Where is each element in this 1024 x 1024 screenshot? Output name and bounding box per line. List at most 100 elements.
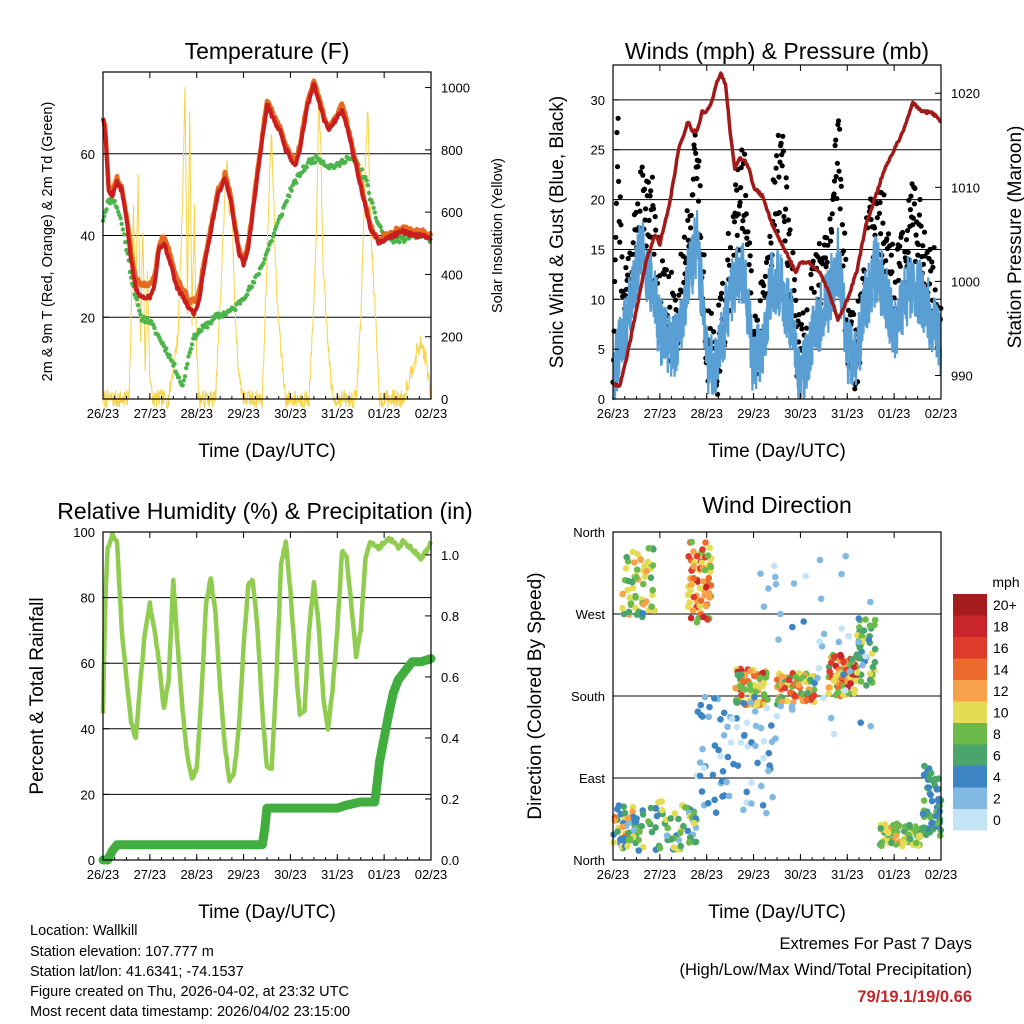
direction-point bbox=[848, 656, 856, 663]
dewpoint-point bbox=[121, 232, 127, 237]
gust-point bbox=[829, 229, 835, 235]
gust-point bbox=[616, 178, 622, 184]
y-right-tick-label: 990 bbox=[951, 368, 973, 383]
direction-point bbox=[727, 739, 735, 746]
gust-point bbox=[745, 229, 751, 235]
dewpoint-point bbox=[321, 159, 326, 164]
x-tick-label: 29/23 bbox=[737, 406, 770, 421]
direction-point bbox=[632, 594, 639, 601]
direction-point bbox=[705, 574, 713, 582]
gust-point bbox=[808, 285, 815, 291]
gust-point bbox=[792, 277, 798, 283]
gust-point bbox=[640, 172, 646, 178]
gust-point bbox=[642, 217, 648, 223]
gust-point bbox=[815, 254, 821, 260]
x-tick-label: 26/23 bbox=[597, 867, 630, 882]
dewpoint-point bbox=[337, 163, 342, 168]
dewpoint-point bbox=[205, 325, 210, 330]
direction-point bbox=[629, 584, 637, 592]
gust-point bbox=[835, 118, 842, 124]
y-tick-label: 15 bbox=[591, 242, 605, 257]
gust-point bbox=[905, 249, 911, 255]
gust-point bbox=[776, 174, 782, 180]
dewpoint-point bbox=[391, 240, 396, 245]
direction-point bbox=[615, 802, 623, 809]
gust-point bbox=[897, 243, 903, 249]
gust-point bbox=[637, 208, 643, 214]
y-right-tick-label: 1000 bbox=[951, 274, 980, 289]
direction-point bbox=[920, 797, 928, 804]
gust-point bbox=[635, 201, 641, 207]
gust-point bbox=[916, 212, 923, 218]
x-tick-label: 27/23 bbox=[644, 867, 677, 882]
direction-point bbox=[736, 682, 744, 690]
direction-point bbox=[728, 715, 736, 723]
direction-point bbox=[837, 653, 845, 661]
direction-point bbox=[697, 701, 705, 709]
direction-point bbox=[820, 630, 828, 638]
extremes-subtitle: (High/Low/Max Wind/Total Precipitation) bbox=[679, 961, 972, 979]
dewpoint-point bbox=[364, 178, 369, 183]
direction-point bbox=[619, 823, 626, 831]
direction-point bbox=[698, 788, 706, 795]
dewpoint-point bbox=[151, 322, 156, 327]
direction-point bbox=[675, 836, 683, 844]
gust-point bbox=[838, 183, 844, 189]
direction-point bbox=[640, 580, 647, 588]
dewpoint-point bbox=[233, 307, 238, 313]
y-right-tick-label: 800 bbox=[441, 143, 463, 158]
gust-point bbox=[876, 210, 883, 216]
gust-point bbox=[639, 164, 645, 170]
gust-point bbox=[836, 168, 842, 174]
direction-point bbox=[935, 797, 942, 805]
gust-point bbox=[798, 321, 805, 327]
gust-point bbox=[846, 307, 852, 313]
direction-point bbox=[641, 562, 648, 570]
direction-point bbox=[697, 711, 705, 719]
dewpoint-point bbox=[167, 353, 172, 358]
direction-point bbox=[770, 562, 778, 570]
gust-point bbox=[684, 208, 690, 214]
direction-point bbox=[832, 672, 840, 680]
direction-point bbox=[783, 697, 791, 705]
x-tick-label: 29/23 bbox=[227, 867, 260, 882]
direction-point bbox=[693, 618, 701, 626]
y-tick-label: South bbox=[571, 689, 605, 704]
direction-point bbox=[856, 644, 864, 652]
winds-pressure-panel: Winds (mph) & Pressure (mb) 26/23 27/23 28/… bbox=[547, 38, 1024, 462]
gust-point bbox=[793, 297, 799, 303]
direction-point bbox=[871, 645, 879, 653]
direction-point bbox=[772, 573, 779, 581]
direction-point bbox=[842, 687, 849, 694]
gust-point bbox=[828, 238, 834, 244]
gust-point bbox=[930, 264, 936, 270]
direction-point bbox=[699, 578, 707, 585]
y-tick-label: 25 bbox=[591, 143, 605, 158]
gust-point bbox=[773, 165, 779, 171]
gust-point bbox=[823, 264, 829, 270]
series-solar-insolation bbox=[102, 86, 432, 410]
gust-point bbox=[647, 193, 653, 199]
gust-point bbox=[838, 176, 844, 182]
x-tick-label: 26/23 bbox=[87, 867, 120, 882]
gust-point bbox=[912, 185, 918, 191]
direction-point bbox=[682, 804, 689, 811]
direction-point bbox=[936, 832, 944, 839]
gust-point bbox=[738, 165, 744, 171]
dewpoint-point bbox=[135, 303, 141, 308]
y-right-tick-label: 200 bbox=[441, 330, 463, 345]
gust-point bbox=[653, 227, 659, 233]
gust-point bbox=[910, 215, 916, 221]
colorbar-swatch bbox=[953, 787, 987, 809]
direction-point bbox=[690, 574, 698, 582]
direction-point bbox=[825, 684, 832, 691]
gust-point bbox=[889, 269, 895, 275]
direction-point bbox=[653, 812, 661, 820]
direction-point bbox=[853, 669, 861, 676]
dewpoint-point bbox=[164, 346, 169, 351]
gust-point bbox=[740, 218, 746, 224]
direction-point bbox=[702, 583, 710, 591]
dewpoint-point bbox=[275, 220, 280, 226]
direction-point bbox=[862, 652, 869, 660]
gust-point bbox=[878, 231, 884, 237]
